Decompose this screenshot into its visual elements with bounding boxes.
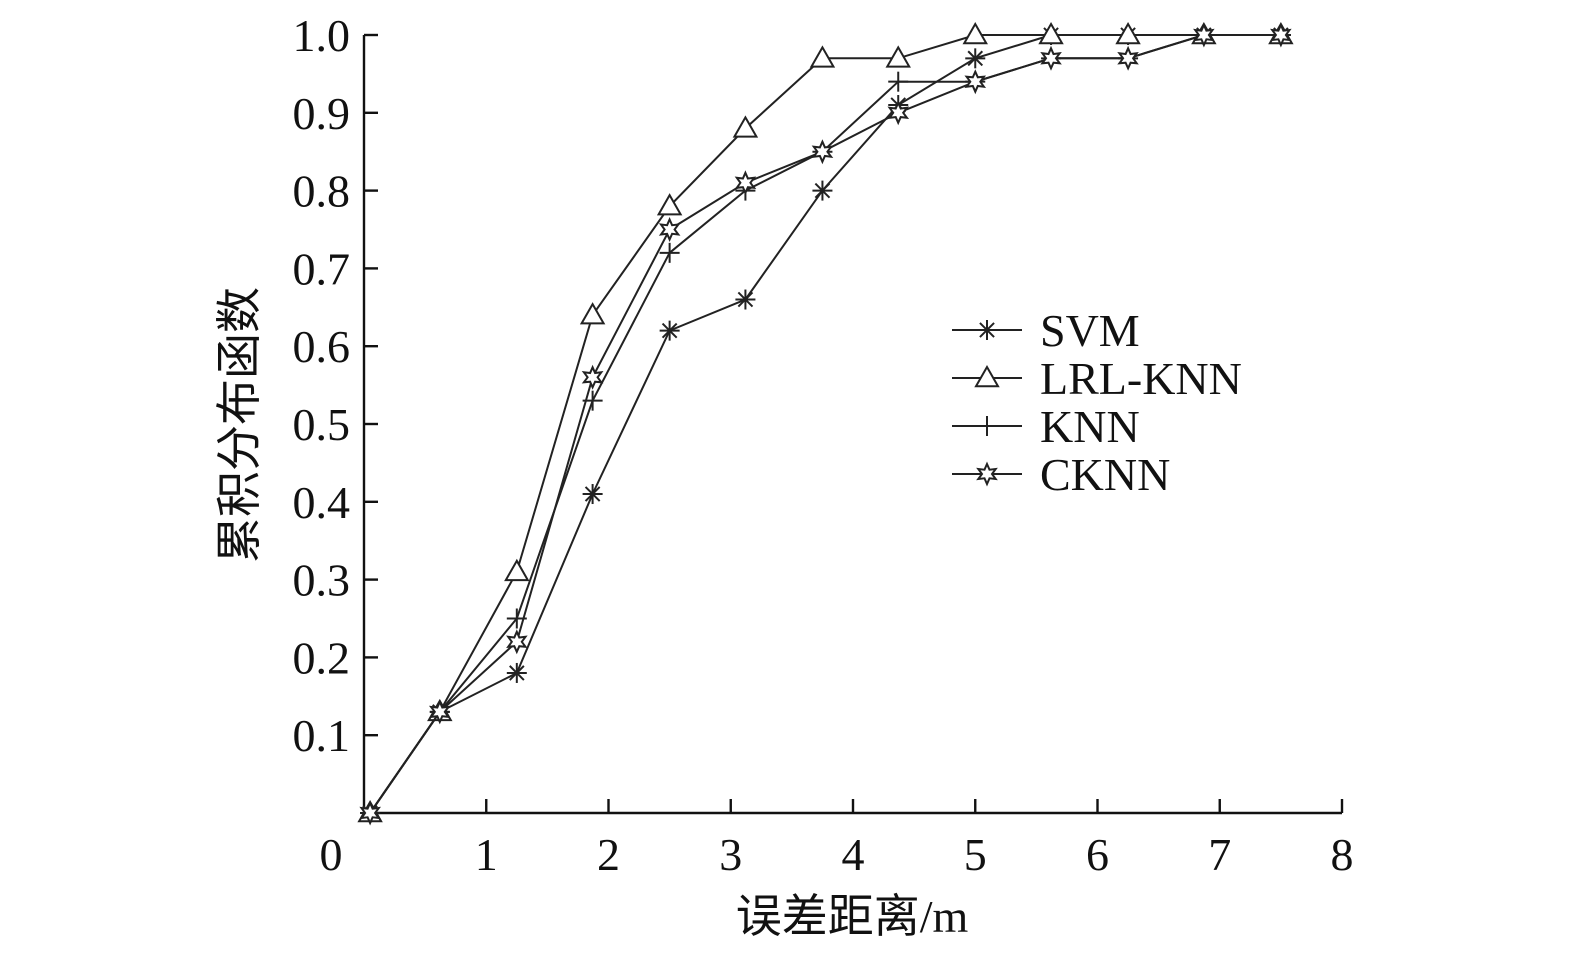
series-knn <box>360 25 1291 823</box>
x-axis-label: 误差距离/m <box>736 891 969 942</box>
x-tick-label: 1 <box>475 829 498 880</box>
y-tick-label: 0.5 <box>293 399 351 450</box>
x-axis-ticks: 0 1 2 3 4 5 6 7 8 <box>320 799 1354 880</box>
legend-marker <box>974 364 1000 388</box>
series-svm <box>360 25 1291 823</box>
data-point-cknn <box>811 139 834 165</box>
y-tick-label: 0.8 <box>293 166 351 217</box>
data-point-lrl-knn <box>1115 21 1141 45</box>
data-point-cknn <box>428 699 451 725</box>
legend-item-lrl-knn: LRL-KNN <box>952 353 1242 404</box>
data-point-lrl-knn <box>962 21 988 45</box>
data-point-svm <box>965 48 986 69</box>
data-point-lrl-knn <box>885 45 911 68</box>
x-tick-label: 0 <box>320 829 343 880</box>
legend-marker <box>977 416 997 436</box>
data-point-cknn <box>581 364 604 390</box>
y-axis-label: 累积分布函数 <box>214 287 265 563</box>
data-point-lrl-knn <box>809 45 836 68</box>
data-point-cknn <box>1193 22 1215 48</box>
data-point-knn <box>888 71 909 92</box>
series-cknn <box>359 22 1292 826</box>
data-point-cknn <box>734 170 757 196</box>
legend-label: CKNN <box>1040 449 1170 500</box>
legend-label: LRL-KNN <box>1040 353 1242 404</box>
x-tick-label: 7 <box>1208 829 1231 880</box>
y-tick-label: 0.1 <box>293 710 351 761</box>
legend-item-knn: KNN <box>952 401 1140 452</box>
data-point-cknn <box>1270 22 1292 48</box>
legend-item-svm: SVM <box>952 305 1140 356</box>
data-point-lrl-knn <box>579 302 606 325</box>
data-point-cknn <box>359 800 381 826</box>
axes <box>362 35 1342 815</box>
data-point-knn <box>659 242 680 263</box>
data-point-cknn <box>887 100 910 126</box>
data-point-lrl-knn <box>656 193 683 216</box>
x-tick-label: 4 <box>842 829 865 880</box>
legend-item-cknn: CKNN <box>952 449 1170 500</box>
x-tick-label: 8 <box>1331 829 1354 880</box>
legend-label: KNN <box>1040 401 1140 452</box>
y-tick-label: 0.3 <box>293 555 351 606</box>
legend-marker <box>977 320 997 340</box>
data-point-cknn <box>1040 45 1062 71</box>
data-point-svm <box>582 484 603 505</box>
series-lrl-knn <box>357 21 1294 823</box>
data-point-cknn <box>964 69 987 95</box>
y-tick-label: 1.0 <box>293 10 351 61</box>
x-tick-label: 5 <box>964 829 987 880</box>
x-tick-label: 3 <box>719 829 742 880</box>
x-tick-label: 2 <box>597 829 620 880</box>
series-layer <box>357 21 1294 826</box>
y-axis-ticks: 0.1 0.2 0.3 0.4 0.5 0.6 0.7 0.8 0.9 1.0 <box>293 10 378 761</box>
data-point-cknn <box>658 217 681 242</box>
data-point-svm <box>735 289 756 310</box>
data-point-cknn <box>506 629 528 655</box>
y-tick-label: 0.2 <box>293 632 351 683</box>
x-tick-label: 6 <box>1086 829 1109 880</box>
data-point-cknn <box>1117 45 1139 71</box>
legend-label: SVM <box>1040 305 1140 356</box>
data-point-svm <box>659 320 680 341</box>
data-point-lrl-knn <box>504 558 530 582</box>
data-point-svm <box>812 180 833 201</box>
y-tick-label: 0.4 <box>293 477 351 528</box>
y-tick-label: 0.6 <box>293 321 351 372</box>
data-point-lrl-knn <box>732 115 759 138</box>
legend-marker <box>976 461 998 487</box>
y-tick-label: 0.9 <box>293 88 351 139</box>
data-point-svm <box>506 662 527 683</box>
y-tick-label: 0.7 <box>293 243 351 294</box>
data-point-lrl-knn <box>1038 21 1064 45</box>
